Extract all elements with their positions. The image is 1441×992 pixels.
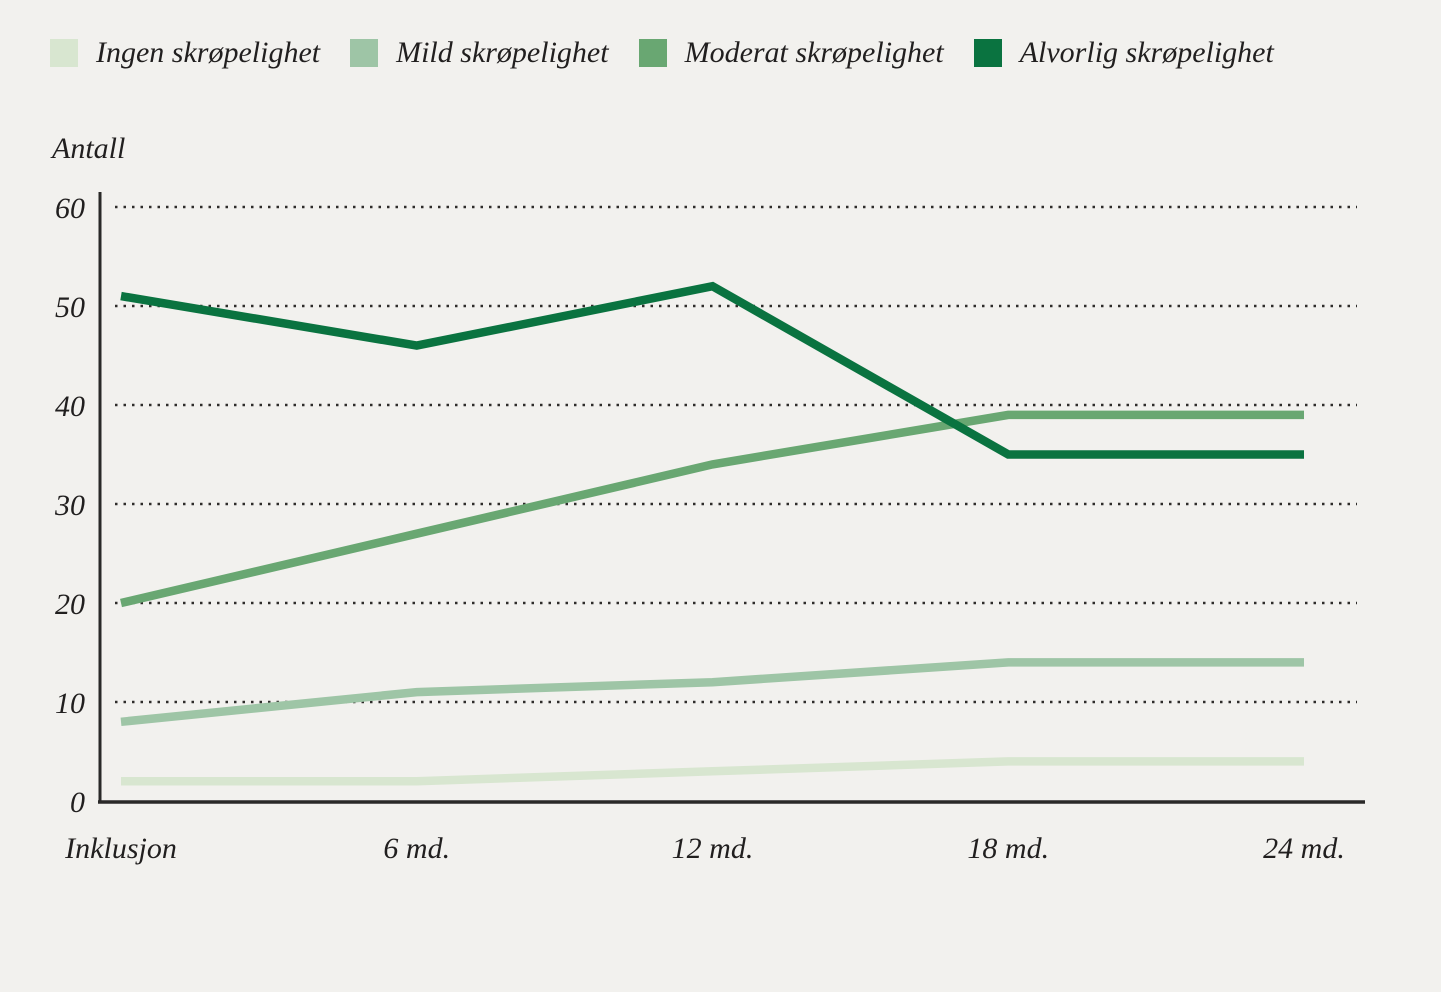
legend-item-mild: Mild skrøpelighet: [350, 36, 609, 69]
x-axis-label-6-md.: 6 md.: [383, 832, 450, 865]
x-axis-label-18-md.: 18 md.: [967, 832, 1049, 865]
legend-swatch-ingen: [50, 39, 78, 67]
line-mild-skrøpelighet: [120, 658, 1304, 727]
line-ingen-skrøpelighet: [121, 757, 1304, 786]
legend-swatch-moderat: [638, 39, 667, 67]
legend-label-moderat: Moderat skrøpelighet: [684, 36, 944, 69]
chart-legend: Ingen skrøpelighet Mild skrøpelighet Mod…: [50, 38, 1274, 68]
x-axis-label-12-md.: 12 md.: [672, 832, 754, 865]
x-axis-label-24-md.: 24 md.: [1263, 832, 1345, 865]
y-tick-label-30: 30: [54, 489, 85, 522]
y-tick-label-20: 20: [55, 588, 85, 621]
y-axis-title: Antall: [52, 132, 126, 165]
legend-item-moderat: Moderat skrøpelighet: [638, 36, 944, 69]
y-tick-label-60: 60: [55, 192, 85, 225]
x-axis-label-inklusjon: Inklusjon: [64, 832, 177, 865]
legend-label-ingen: Ingen skrøpelighet: [96, 36, 321, 69]
line-moderat-skrøpelighet: [120, 410, 1304, 608]
line-alvorlig-skrøpelighet: [120, 281, 1304, 459]
legend-label-alvorlig: Alvorlig skrøpelighet: [1019, 36, 1274, 69]
y-tick-label-10: 10: [55, 687, 85, 720]
legend-swatch-mild: [350, 39, 379, 67]
legend-item-alvorlig: Alvorlig skrøpelighet: [973, 36, 1274, 69]
legend-label-mild: Mild skrøpelighet: [396, 36, 609, 69]
y-tick-label-0: 0: [70, 786, 85, 819]
legend-swatch-alvorlig: [973, 39, 1002, 67]
y-tick-label-50: 50: [55, 291, 85, 324]
y-tick-label-40: 40: [55, 390, 85, 423]
legend-item-ingen: Ingen skrøpelighet: [50, 38, 320, 68]
